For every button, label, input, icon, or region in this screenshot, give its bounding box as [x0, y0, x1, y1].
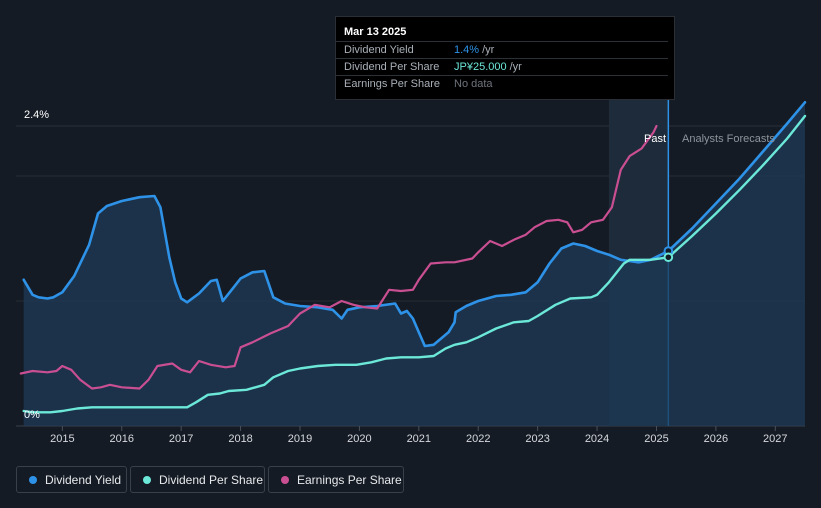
x-tick-label-2021: 2021	[407, 433, 431, 445]
x-tick-label-2024: 2024	[585, 433, 609, 445]
tooltip-row-dividend-yield: Dividend Yield 1.4%/yr	[336, 41, 668, 59]
x-tick-label-2022: 2022	[466, 433, 490, 445]
x-tick-label-2027: 2027	[763, 433, 787, 445]
tooltip-date: Mar 13 2025	[344, 26, 407, 38]
x-tick-label-2023: 2023	[525, 433, 549, 445]
tooltip-value: 1.4%/yr	[454, 44, 495, 56]
dividend-yield-line	[22, 101, 807, 348]
legend-dividend-yield[interactable]: Dividend Yield	[16, 466, 127, 493]
dividend-per-share-line	[22, 114, 807, 414]
legend-label: Dividend Per Share	[159, 473, 264, 487]
legend-dot-icon	[29, 476, 37, 484]
dividend-per-share-point[interactable]	[663, 252, 674, 263]
legend-label: Earnings Per Share	[297, 473, 402, 487]
dividend-yield-area	[23, 102, 805, 427]
tooltip-panel: Mar 13 2025 Dividend Yield 1.4%/yr Divid…	[335, 16, 675, 100]
x-tick-label-2018: 2018	[228, 433, 252, 445]
x-tick-label-2020: 2020	[347, 433, 371, 445]
forecast-label: Analysts Forecasts	[682, 133, 775, 145]
legend-dividend-per-share[interactable]: Dividend Per Share	[130, 466, 265, 493]
x-tick-label-2017: 2017	[169, 433, 193, 445]
tooltip-row-dividend-per-share: Dividend Per Share JP¥25.000/yr	[336, 58, 668, 76]
x-tick-label-2016: 2016	[110, 433, 134, 445]
legend-dot-icon	[143, 476, 151, 484]
legend-dot-icon	[281, 476, 289, 484]
y-tick-label-bottom: 0%	[24, 409, 40, 421]
legend-earnings-per-share[interactable]: Earnings Per Share	[268, 466, 404, 493]
x-tick-label-2019: 2019	[288, 433, 312, 445]
x-tick-label-2025: 2025	[644, 433, 668, 445]
earnings-per-share-line	[19, 124, 658, 390]
x-axis-ticks: 2015 2016 2017 2018 2019 2020 2021 2022 2023 2024…	[50, 426, 788, 445]
tooltip-label: Dividend Yield	[344, 44, 414, 56]
tooltip-label: Earnings Per Share	[344, 78, 440, 90]
x-tick-label-2015: 2015	[50, 433, 74, 445]
tooltip-value: No data	[454, 78, 493, 90]
legend-label: Dividend Yield	[45, 473, 122, 487]
y-tick-label-top: 2.4%	[24, 109, 49, 121]
x-tick-label-2026: 2026	[704, 433, 728, 445]
tooltip-row-earnings-per-share: Earnings Per Share No data	[336, 75, 668, 93]
past-label: Past	[644, 133, 666, 145]
tooltip-value: JP¥25.000/yr	[454, 61, 522, 73]
tooltip-label: Dividend Per Share	[344, 61, 440, 73]
